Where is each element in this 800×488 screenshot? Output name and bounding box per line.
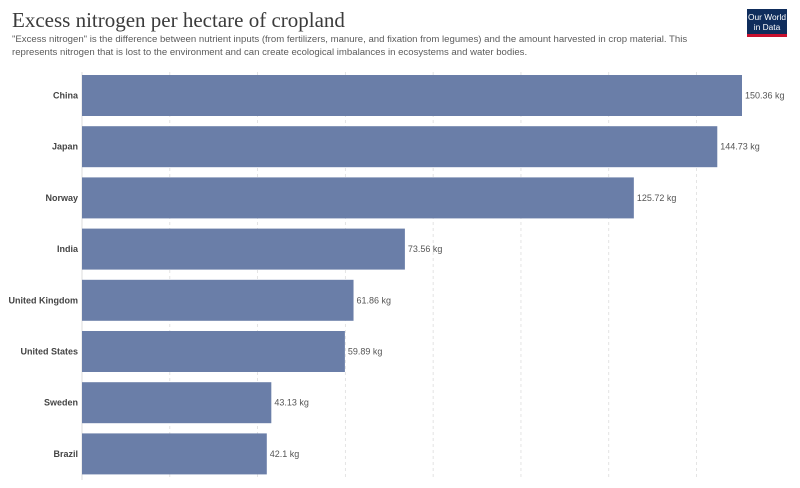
bar-norway[interactable] <box>82 177 634 219</box>
value-label: 61.86 kg <box>357 295 392 305</box>
category-label: United States <box>20 347 78 357</box>
value-label: 150.36 kg <box>745 91 785 101</box>
value-label: 125.72 kg <box>637 193 677 203</box>
chart-subtitle: "Excess nitrogen" is the difference betw… <box>12 34 688 58</box>
value-label: 42.1 kg <box>270 449 300 459</box>
category-label: Brazil <box>53 449 78 459</box>
bar-united-kingdom[interactable] <box>82 279 354 321</box>
category-label: Sweden <box>44 398 78 408</box>
value-label: 43.13 kg <box>274 398 309 408</box>
bar-united-states[interactable] <box>82 331 345 372</box>
category-label: Japan <box>52 142 78 152</box>
category-label: Norway <box>45 193 78 203</box>
bars <box>82 75 742 475</box>
value-label: 144.73 kg <box>720 142 760 152</box>
chart-title: Excess nitrogen per hectare of cropland <box>12 8 345 32</box>
labels: China 150.36 kg Japan 144.73 kg Norway 125.72… <box>9 91 785 459</box>
logo-line-2: in Data <box>753 21 781 32</box>
category-label: China <box>53 91 79 101</box>
logo-line-1: Our World <box>747 12 786 22</box>
category-label: United Kingdom <box>9 295 79 305</box>
value-label: 73.56 kg <box>408 244 443 254</box>
category-label: India <box>57 244 79 254</box>
bar-brazil[interactable] <box>82 433 267 475</box>
bar-sweden[interactable] <box>82 382 272 424</box>
bar-china[interactable] <box>82 75 742 116</box>
bar-india[interactable] <box>82 228 405 270</box>
logo-accent-bar <box>747 34 787 37</box>
owid-logo[interactable]: Our World in Data <box>747 9 787 37</box>
value-label: 59.89 kg <box>348 347 383 357</box>
bar-japan[interactable] <box>82 126 718 168</box>
